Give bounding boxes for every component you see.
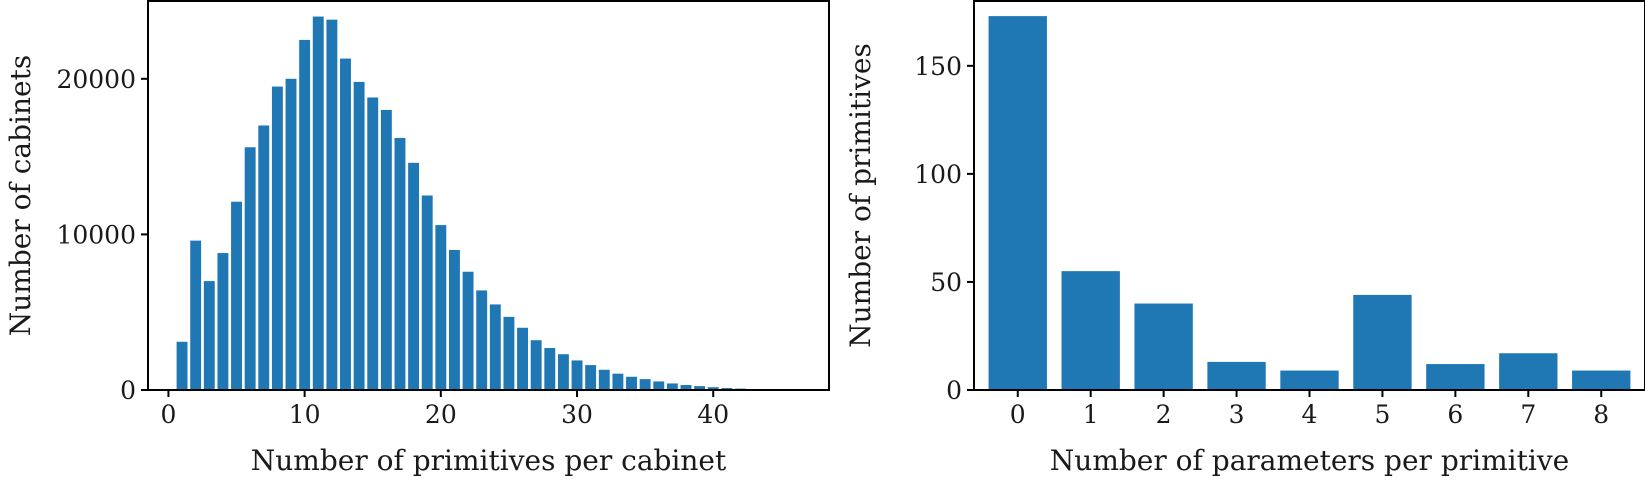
- bar-17: [394, 137, 406, 390]
- bar-39: [694, 386, 706, 390]
- y-axis-label: Number of cabinets: [4, 55, 37, 336]
- x-tick-label: 8: [1593, 400, 1609, 429]
- bar-34: [626, 376, 637, 390]
- bar-23: [476, 290, 488, 390]
- bar-5: [231, 201, 242, 390]
- x-tick-label: 7: [1520, 400, 1536, 429]
- bar-7: [258, 125, 270, 390]
- bar-31: [585, 365, 597, 390]
- x-tick-label: 6: [1447, 400, 1463, 429]
- bar-37: [666, 383, 678, 390]
- x-axis-label: Number of parameters per primitive: [1050, 444, 1569, 477]
- right-histogram-panel: 0 1 2 3 4 5 6 7 8 0 50 100 150 Number of parameters p…: [844, 0, 1645, 477]
- bar-21: [449, 249, 460, 390]
- bar-6: [1426, 364, 1485, 390]
- x-tick-label: 20: [425, 400, 457, 429]
- bar-2: [190, 240, 202, 390]
- x-tick-label: 4: [1302, 400, 1318, 429]
- bar-3: [1207, 361, 1266, 390]
- bar-4: [217, 253, 229, 390]
- bar-12: [326, 19, 338, 391]
- bar-28: [544, 347, 556, 390]
- x-tick-label: 1: [1083, 400, 1099, 429]
- bar-16: [380, 109, 392, 391]
- x-tick-label: 0: [1010, 400, 1026, 429]
- y-axis-label: Number of primitives: [844, 43, 877, 348]
- bar-8: [271, 86, 283, 390]
- bar-0: [988, 16, 1047, 390]
- bar-25: [503, 316, 515, 390]
- bar-15: [367, 97, 379, 391]
- bar-26: [517, 327, 528, 390]
- bar-29: [557, 354, 569, 390]
- bar-19: [421, 195, 433, 390]
- bar-38: [680, 385, 692, 390]
- bar-27: [530, 340, 542, 390]
- y-tick-label: 50: [930, 268, 962, 297]
- x-tick-label: 30: [561, 400, 593, 429]
- bar-10: [299, 39, 311, 391]
- y-tick-label: 20000: [56, 65, 136, 94]
- bar-41: [721, 387, 733, 390]
- bar-33: [612, 373, 624, 390]
- y-tick-label: 10000: [56, 220, 136, 249]
- y-tick-label: 0: [120, 376, 136, 405]
- bar-5: [1353, 294, 1412, 390]
- left-histogram-panel: 0 10 20 30 40 0 10000 20000 Number of primitives…: [4, 0, 830, 477]
- y-tick-label: 100: [914, 160, 962, 189]
- bar-3: [203, 281, 215, 390]
- bar-11: [312, 16, 324, 391]
- bar-2: [1134, 303, 1193, 390]
- x-axis-label: Number of primitives per cabinet: [251, 444, 727, 477]
- x-tick-label: 40: [697, 400, 729, 429]
- bar-24: [489, 304, 501, 390]
- bar-35: [639, 379, 651, 390]
- x-tick-label: 10: [289, 400, 321, 429]
- bar-40: [707, 387, 719, 390]
- bar-9: [285, 78, 297, 391]
- bar-8: [1572, 370, 1631, 390]
- bar-13: [340, 58, 351, 391]
- x-tick-label: 3: [1229, 400, 1245, 429]
- x-tick-label: 2: [1156, 400, 1172, 429]
- bar-6: [244, 147, 256, 390]
- bar-32: [598, 369, 610, 390]
- bar-1: [176, 341, 188, 390]
- bar-30: [571, 360, 583, 390]
- bar-36: [653, 381, 665, 390]
- bar-20: [435, 225, 447, 390]
- x-tick-label: 5: [1374, 400, 1390, 429]
- y-tick-label: 150: [914, 52, 962, 81]
- bar-14: [353, 81, 365, 391]
- x-tick-label: 0: [160, 400, 176, 429]
- axes-frame: [147, 0, 830, 391]
- bar-7: [1499, 353, 1558, 390]
- bar-1: [1061, 271, 1120, 390]
- y-tick-label: 0: [946, 376, 962, 405]
- bar-4: [1280, 370, 1339, 390]
- bar-18: [408, 162, 420, 390]
- bar-22: [462, 271, 474, 390]
